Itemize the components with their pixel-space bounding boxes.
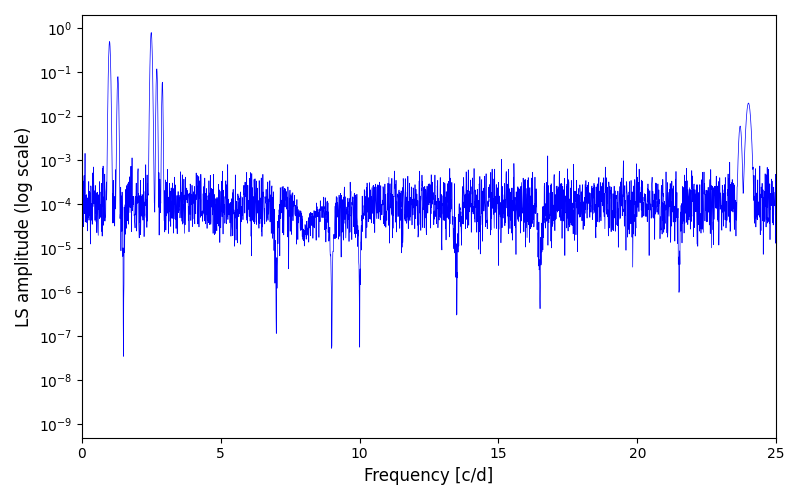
Y-axis label: LS amplitude (log scale): LS amplitude (log scale) bbox=[15, 126, 33, 326]
X-axis label: Frequency [c/d]: Frequency [c/d] bbox=[364, 467, 494, 485]
